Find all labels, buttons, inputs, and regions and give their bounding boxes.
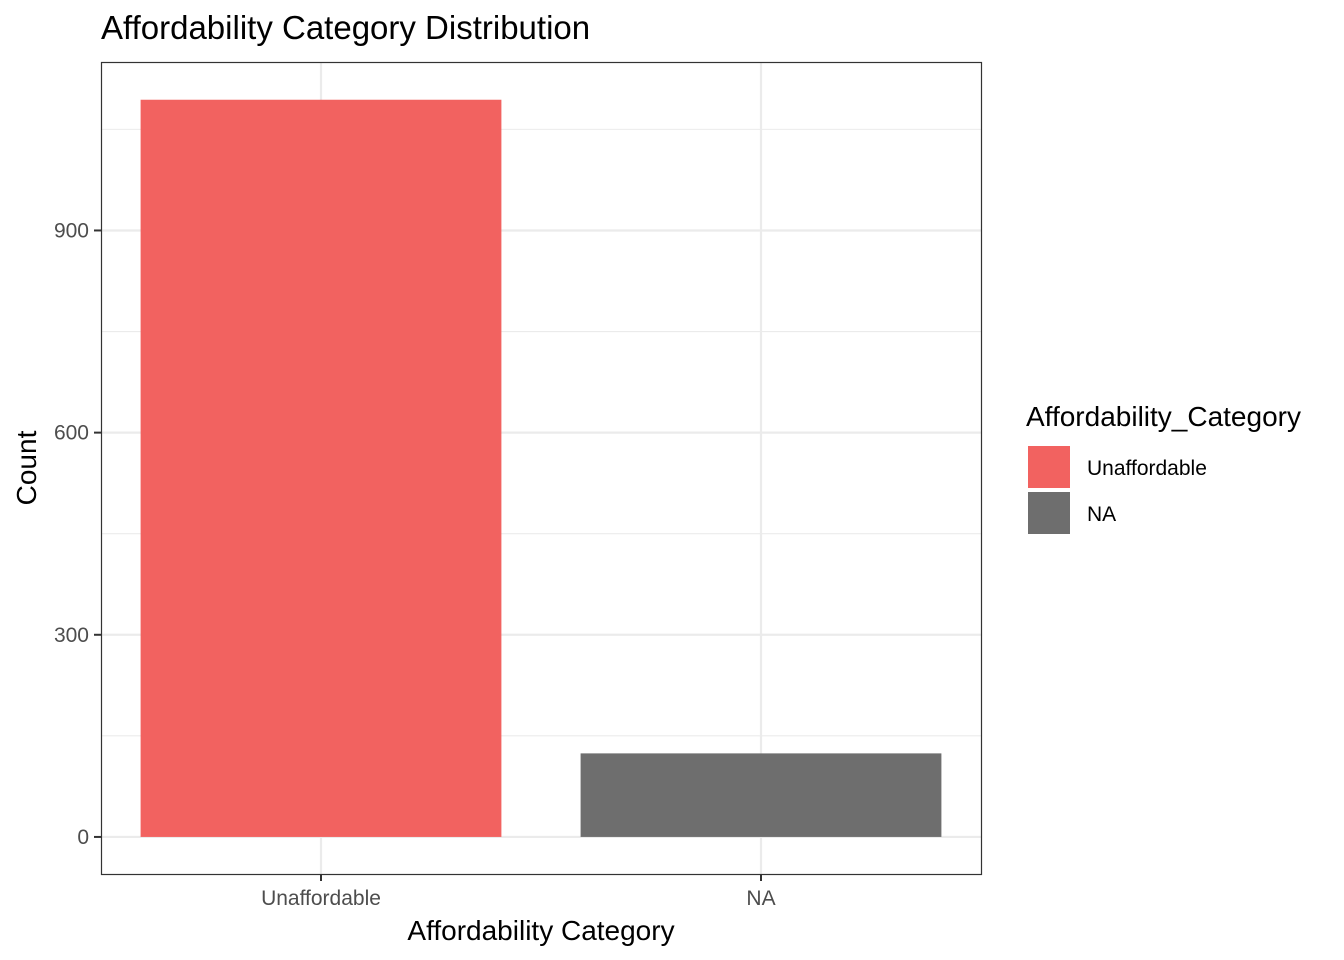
y-axis-title: Count bbox=[11, 430, 42, 505]
chart-title: Affordability Category Distribution bbox=[101, 9, 590, 46]
legend: Affordability_Category Unaffordable NA bbox=[1026, 401, 1301, 534]
bars bbox=[140, 99, 942, 837]
x-axis-title: Affordability Category bbox=[407, 915, 674, 946]
plot-panel bbox=[100, 61, 983, 876]
y-tick-label: 900 bbox=[54, 219, 89, 242]
x-tick-label: NA bbox=[746, 887, 775, 910]
x-axis: Unaffordable NA bbox=[261, 874, 776, 910]
legend-label: Unaffordable bbox=[1087, 457, 1207, 480]
bar-unaffordable bbox=[140, 99, 502, 837]
legend-title: Affordability_Category bbox=[1026, 401, 1301, 432]
plot-border bbox=[100, 61, 983, 876]
y-axis: 0 300 600 900 bbox=[54, 219, 101, 849]
bar-na bbox=[580, 753, 942, 837]
legend-swatch bbox=[1028, 446, 1070, 488]
x-tick-label: Unaffordable bbox=[261, 887, 381, 910]
legend-swatch bbox=[1028, 492, 1070, 534]
legend-label: NA bbox=[1087, 503, 1116, 526]
legend-entries: Unaffordable NA bbox=[1028, 446, 1207, 534]
y-tick-label: 0 bbox=[77, 826, 89, 849]
y-tick-label: 300 bbox=[54, 624, 89, 647]
y-tick-label: 600 bbox=[54, 422, 89, 445]
